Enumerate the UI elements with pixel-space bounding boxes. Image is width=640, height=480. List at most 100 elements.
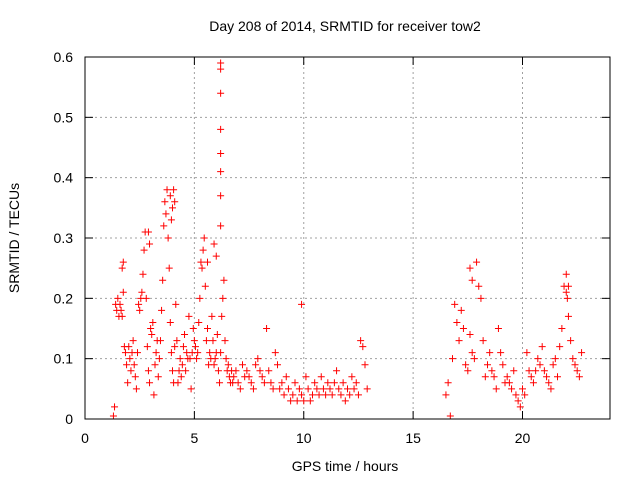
data-point	[167, 349, 175, 357]
data-point	[475, 282, 483, 290]
data-point	[164, 234, 172, 242]
data-point	[249, 385, 257, 393]
data-point	[578, 349, 586, 357]
data-point	[357, 337, 365, 345]
data-point	[446, 412, 454, 420]
data-point	[169, 367, 176, 375]
data-point	[540, 367, 548, 375]
data-point	[154, 373, 162, 381]
data-point	[313, 385, 321, 393]
data-point	[221, 337, 229, 345]
data-point	[254, 355, 262, 363]
data-point	[224, 361, 232, 369]
data-point	[206, 349, 214, 357]
data-point	[466, 331, 474, 339]
data-point	[265, 367, 273, 375]
x-tick-label: 5	[190, 430, 198, 446]
y-tick-label: 0.6	[54, 49, 74, 65]
data-point	[196, 294, 204, 302]
y-tick-label: 0.5	[54, 109, 74, 125]
data-point	[186, 355, 194, 363]
data-point	[150, 391, 158, 399]
data-point	[317, 373, 325, 381]
data-point	[190, 337, 198, 345]
data-point	[455, 337, 463, 345]
data-point	[328, 391, 336, 399]
data-point	[146, 240, 154, 248]
data-point	[479, 337, 487, 345]
data-point	[123, 361, 131, 369]
data-point	[172, 300, 180, 308]
axis-ticks	[84, 56, 610, 420]
data-point	[234, 379, 242, 387]
data-point	[219, 294, 227, 302]
data-point	[276, 385, 284, 393]
data-point	[311, 379, 319, 387]
data-point	[484, 361, 491, 369]
data-point	[551, 355, 559, 363]
data-point	[179, 343, 187, 351]
data-point	[344, 385, 351, 393]
data-point	[284, 385, 292, 393]
data-point	[289, 391, 297, 399]
data-point	[111, 403, 119, 411]
data-point	[166, 192, 174, 200]
data-point	[508, 385, 516, 393]
data-point	[149, 318, 157, 326]
data-point	[163, 186, 171, 194]
data-point	[134, 349, 141, 357]
data-point	[346, 391, 354, 399]
data-point	[256, 367, 264, 375]
data-point	[512, 391, 520, 399]
data-point	[486, 349, 494, 357]
data-point	[453, 318, 461, 326]
data-point	[466, 264, 474, 272]
data-point	[155, 355, 163, 363]
data-point	[140, 246, 148, 254]
data-point	[236, 385, 244, 393]
data-point	[230, 373, 238, 381]
data-point	[558, 325, 566, 332]
data-point	[195, 318, 203, 326]
data-point	[211, 355, 219, 363]
data-point	[217, 192, 225, 200]
data-point	[212, 252, 220, 260]
data-point	[114, 294, 122, 302]
data-point	[147, 325, 155, 332]
data-point	[152, 349, 160, 357]
data-point	[118, 264, 126, 272]
data-point	[143, 343, 151, 351]
data-point	[124, 379, 132, 387]
data-point	[267, 379, 275, 387]
data-point	[523, 349, 531, 357]
data-point	[176, 355, 184, 363]
data-point	[222, 355, 230, 363]
data-point	[322, 391, 330, 399]
chart-title: Day 208 of 2014, SRMTID for receiver tow…	[209, 18, 481, 34]
data-point	[534, 355, 542, 363]
data-point	[505, 379, 513, 387]
data-point	[536, 361, 544, 369]
data-point	[173, 337, 181, 345]
data-point	[562, 270, 570, 278]
data-point	[564, 312, 572, 320]
x-tick-label: 10	[296, 430, 312, 446]
data-point	[243, 367, 251, 375]
data-point	[171, 343, 179, 351]
data-point	[118, 312, 126, 320]
data-point	[442, 391, 450, 399]
data-point	[468, 349, 476, 357]
data-point	[468, 276, 476, 284]
data-point	[497, 349, 505, 357]
data-point	[300, 397, 308, 405]
y-tick-label: 0.4	[54, 170, 74, 186]
data-point	[271, 349, 279, 357]
data-point	[217, 222, 225, 230]
data-point	[337, 391, 345, 399]
data-point	[167, 216, 175, 224]
data-point	[319, 385, 327, 393]
data-point	[204, 258, 211, 266]
data-point	[503, 373, 511, 381]
data-point	[182, 367, 190, 375]
y-axis-label: SRMTID / TECUs	[6, 183, 22, 293]
